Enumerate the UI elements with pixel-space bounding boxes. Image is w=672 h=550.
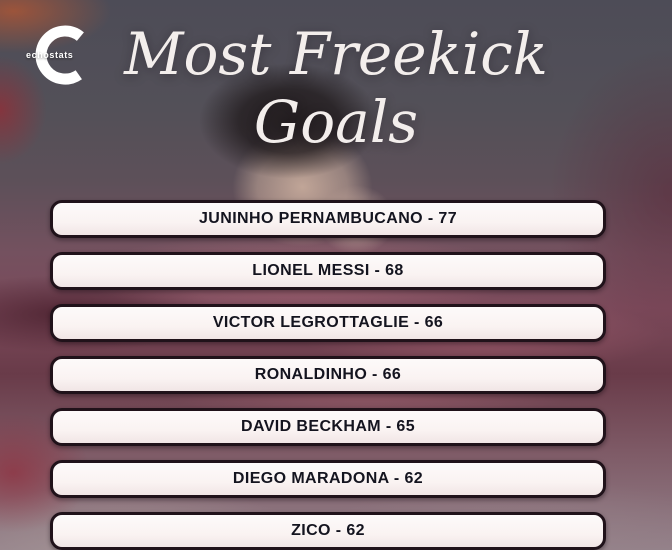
- list-item: DIEGO MARADONA - 62: [50, 460, 606, 498]
- page-title: Most Freekick Goals: [0, 20, 672, 157]
- list-item: RONALDINHO - 66: [50, 356, 606, 394]
- logo-text: echostats: [26, 50, 74, 60]
- logo: echostats: [25, 17, 107, 95]
- list-item: LIONEL MESSI - 68: [50, 252, 606, 290]
- list-item-label: ZICO - 62: [291, 522, 365, 539]
- list-item: JUNINHO PERNAMBUCANO - 77: [50, 200, 606, 238]
- list-item-label: VICTOR LEGROTTAGLIE - 66: [212, 314, 444, 331]
- list-item-label: DAVID BECKHAM - 65: [240, 418, 416, 435]
- list-item: ZICO - 62: [50, 512, 606, 550]
- list-item-label: JUNINHO PERNAMBUCANO - 77: [198, 210, 458, 227]
- ranking-list: JUNINHO PERNAMBUCANO - 77 LIONEL MESSI -…: [50, 200, 606, 550]
- list-item-label: RONALDINHO - 66: [254, 366, 402, 383]
- list-item: VICTOR LEGROTTAGLIE - 66: [50, 304, 606, 342]
- title-line-2: Goals: [253, 88, 419, 157]
- list-item-label: LIONEL MESSI - 68: [252, 262, 404, 279]
- list-item: DAVID BECKHAM - 65: [50, 408, 606, 446]
- title-line-1: Most Freekick: [124, 20, 548, 88]
- logo-ring-icon: [35, 25, 84, 85]
- list-item-label: DIEGO MARADONA - 62: [232, 470, 424, 487]
